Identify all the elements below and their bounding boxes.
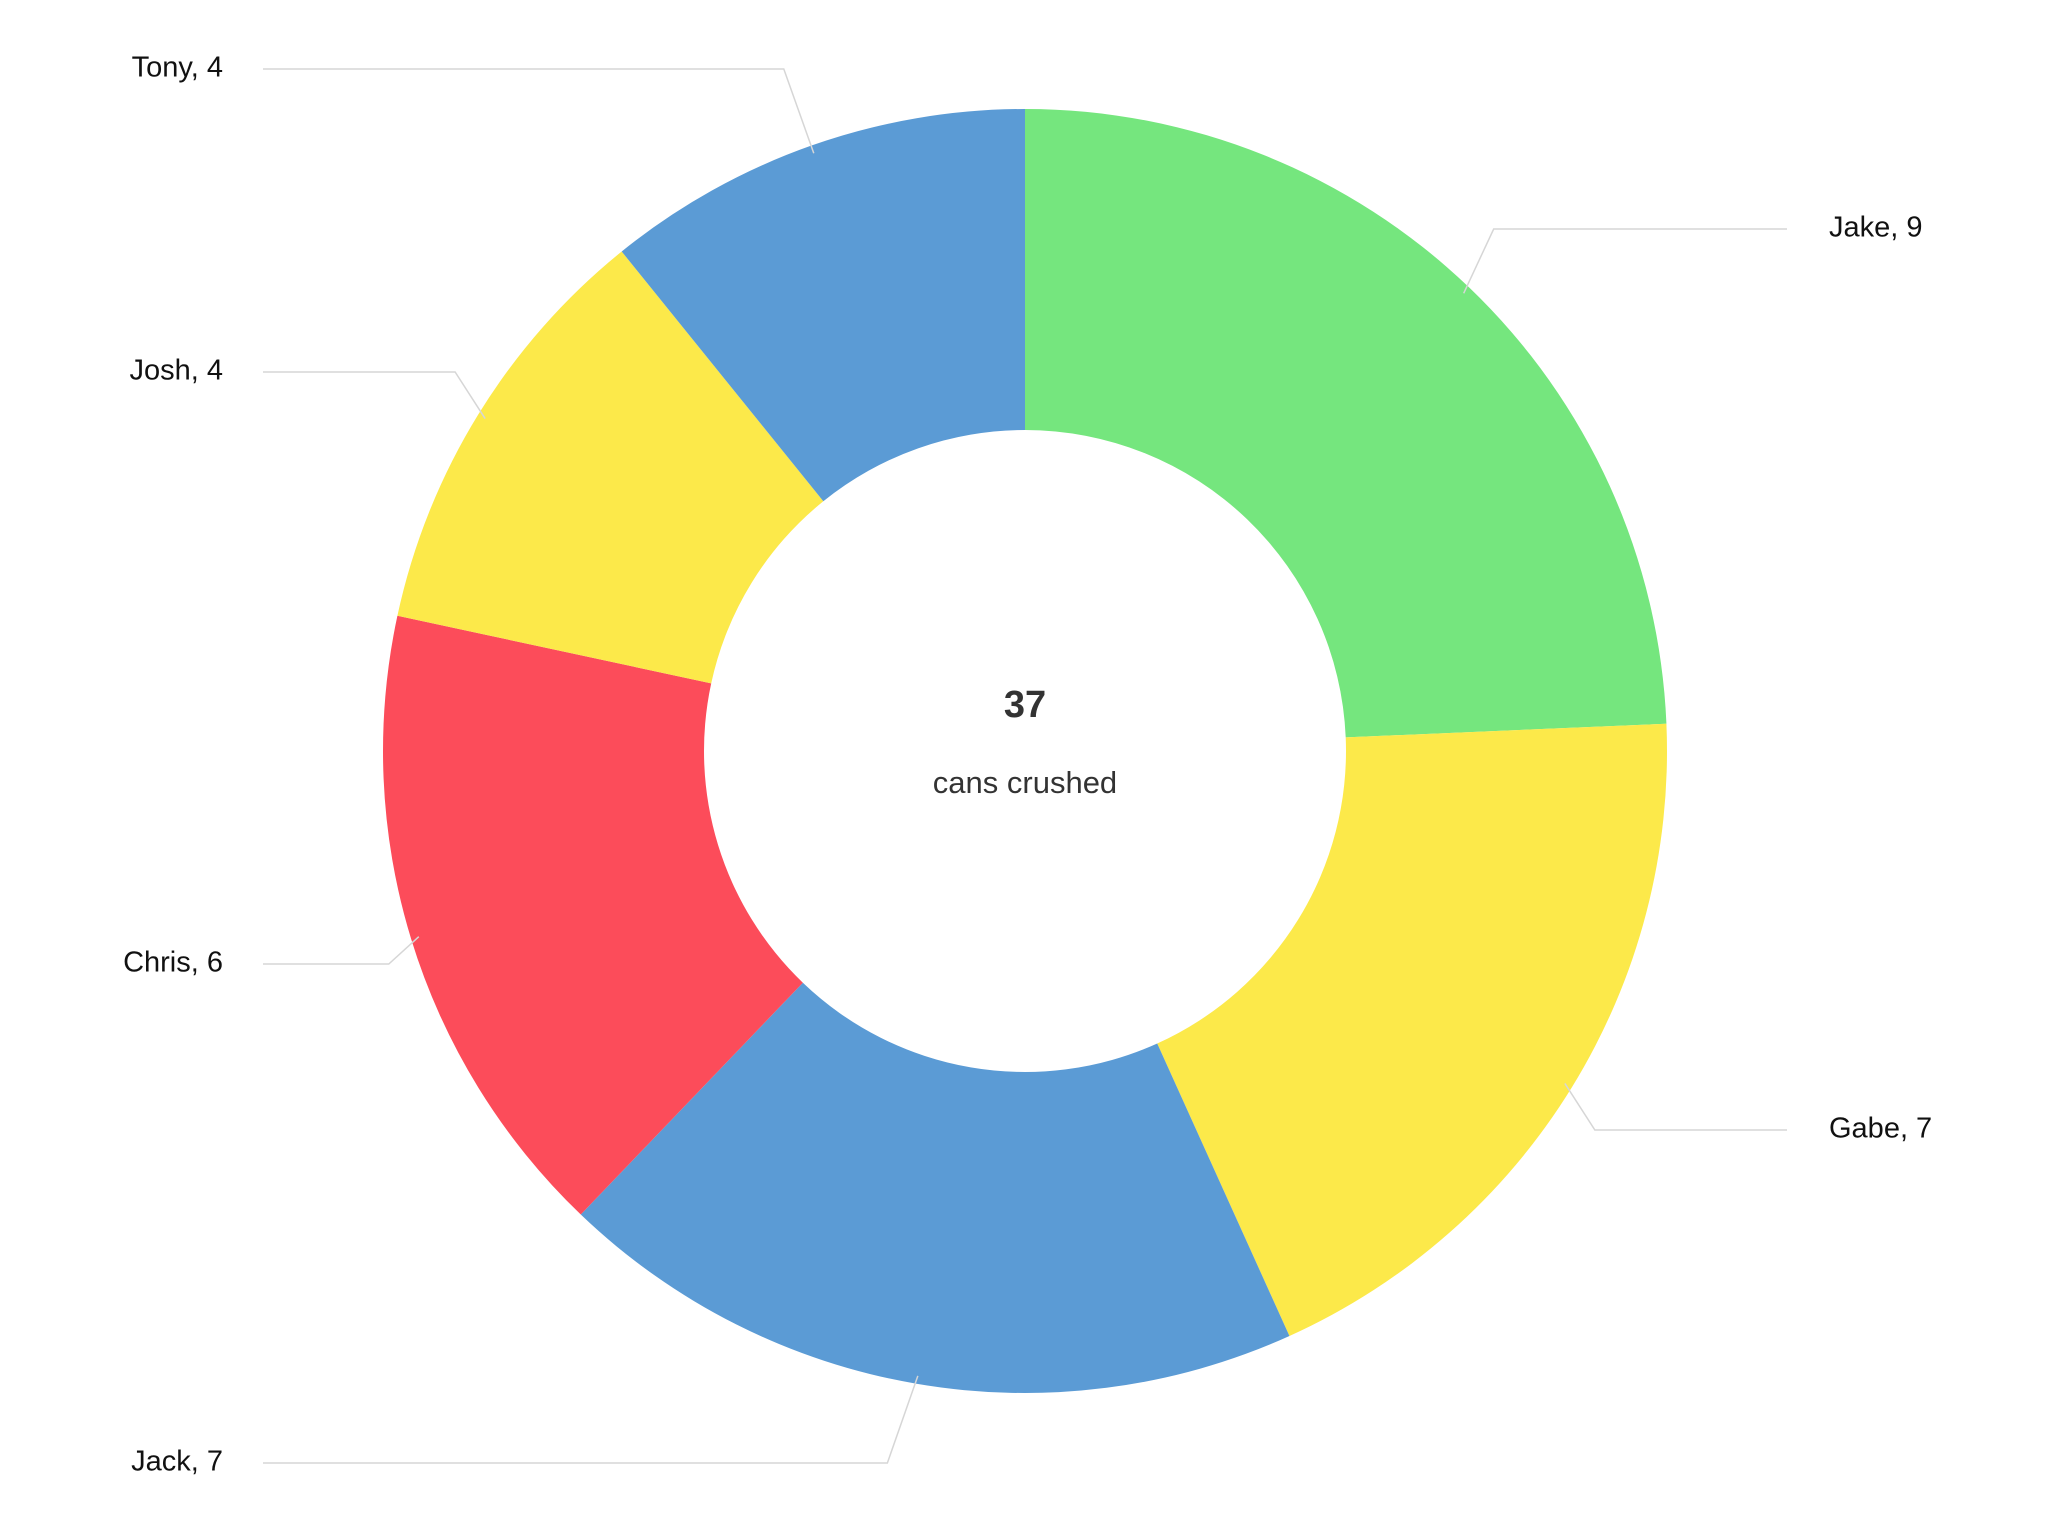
slice [1025,109,1667,738]
slice-label: Josh, 4 [130,355,224,387]
slice [397,251,824,684]
slice-label: Chris, 6 [123,947,223,979]
slices [382,109,1667,1393]
leader-line [263,936,420,965]
slice [580,982,1290,1393]
slice [382,615,803,1215]
leader-line [263,371,486,419]
slice-label: Jake, 9 [1829,212,1923,244]
slice [621,109,1025,502]
center-label: cans crushed [933,765,1117,800]
leaders [263,68,1787,1464]
labels: Jake, 9 Gabe, 7 Jack, 7 Chris, 6 Josh, 4 Tony… [123,52,1932,1478]
slice [1157,723,1667,1337]
slice-label: Tony, 4 [132,52,223,84]
slice-label: Gabe, 7 [1829,1113,1932,1145]
leader-line [263,68,815,154]
leader-line [1463,228,1787,294]
slice-label: Jack, 7 [131,1446,223,1478]
leader-line [263,1375,919,1464]
center-value: 37 [1004,684,1046,726]
leader-line [1564,1083,1787,1131]
